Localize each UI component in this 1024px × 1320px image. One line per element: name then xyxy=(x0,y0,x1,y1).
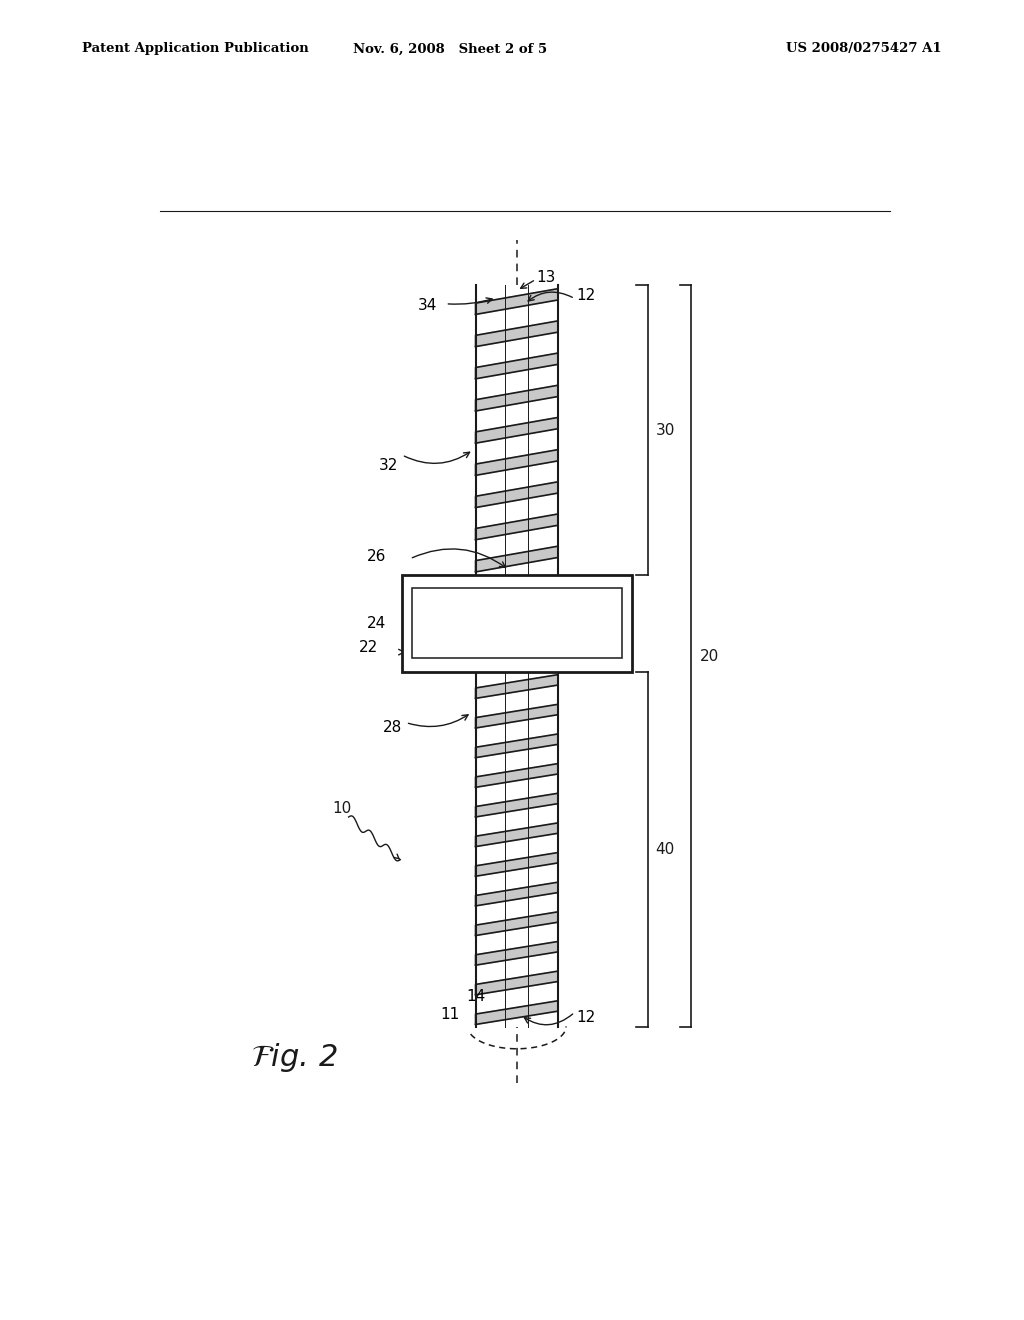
Polygon shape xyxy=(475,513,558,540)
Text: 14: 14 xyxy=(466,990,485,1005)
Text: 13: 13 xyxy=(537,269,556,285)
Polygon shape xyxy=(475,853,558,876)
Text: 24: 24 xyxy=(367,616,386,631)
Polygon shape xyxy=(475,352,558,379)
Text: 20: 20 xyxy=(699,649,719,664)
Text: 12: 12 xyxy=(577,288,596,304)
Polygon shape xyxy=(475,546,558,572)
Text: 12: 12 xyxy=(577,1010,596,1024)
Polygon shape xyxy=(475,822,558,846)
Text: 40: 40 xyxy=(655,842,675,857)
Polygon shape xyxy=(475,912,558,936)
Polygon shape xyxy=(475,321,558,347)
Text: 32: 32 xyxy=(379,458,397,473)
Text: US 2008/0275427 A1: US 2008/0275427 A1 xyxy=(786,42,942,55)
Text: 26: 26 xyxy=(367,549,386,565)
Polygon shape xyxy=(475,450,558,475)
Polygon shape xyxy=(475,763,558,787)
Polygon shape xyxy=(475,1001,558,1024)
Polygon shape xyxy=(475,972,558,995)
Text: 28: 28 xyxy=(383,721,401,735)
Polygon shape xyxy=(475,482,558,507)
Text: 22: 22 xyxy=(358,639,378,655)
Polygon shape xyxy=(475,882,558,906)
Text: $\mathcal{F}$ig. 2: $\mathcal{F}$ig. 2 xyxy=(251,1041,338,1074)
Text: 30: 30 xyxy=(655,422,675,438)
Bar xyxy=(401,576,632,672)
Text: Nov. 6, 2008   Sheet 2 of 5: Nov. 6, 2008 Sheet 2 of 5 xyxy=(353,42,548,55)
Text: 10: 10 xyxy=(333,801,352,816)
Bar xyxy=(412,589,622,659)
Text: 11: 11 xyxy=(440,1007,460,1022)
Polygon shape xyxy=(475,705,558,729)
Polygon shape xyxy=(475,793,558,817)
Text: Patent Application Publication: Patent Application Publication xyxy=(82,42,308,55)
Polygon shape xyxy=(475,385,558,411)
Text: 34: 34 xyxy=(418,298,437,313)
Polygon shape xyxy=(475,289,558,314)
Polygon shape xyxy=(475,941,558,965)
Polygon shape xyxy=(475,417,558,444)
Polygon shape xyxy=(475,675,558,698)
Polygon shape xyxy=(475,734,558,758)
